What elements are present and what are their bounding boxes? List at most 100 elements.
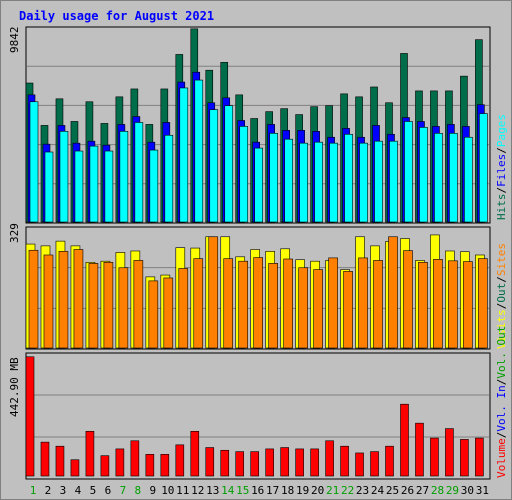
legend-separator: / <box>495 187 508 194</box>
bar-volume <box>85 430 95 477</box>
bar-volume <box>370 451 379 477</box>
bar-volume <box>295 448 304 477</box>
bar-sites <box>193 258 204 349</box>
x-tick-label: 10 <box>161 484 174 497</box>
bar-volume <box>250 451 259 477</box>
bars-volume <box>25 356 484 477</box>
bar-volume <box>280 447 289 477</box>
bar-volume <box>385 445 394 477</box>
y-tick-label-visits: 329 <box>8 223 21 243</box>
x-tick-label: 8 <box>135 484 142 497</box>
bar-volume <box>235 451 245 477</box>
x-tick-label: 4 <box>75 484 82 497</box>
bar-sites <box>148 280 159 349</box>
bar-pages <box>449 132 458 223</box>
bar-volume <box>415 422 424 477</box>
bar-pages <box>119 131 129 223</box>
bar-volume <box>160 454 170 477</box>
bar-pages <box>299 142 308 223</box>
x-tick-label: 16 <box>251 484 264 497</box>
bar-volume <box>265 448 274 477</box>
bar-sites <box>433 259 443 349</box>
bar-sites <box>208 236 219 349</box>
bar-pages <box>89 145 99 223</box>
legend-separator: / <box>495 379 508 386</box>
bar-volume <box>25 356 35 477</box>
x-tick-label: 15 <box>236 484 249 497</box>
bar-pages <box>419 127 428 223</box>
bar-volume <box>205 447 215 477</box>
legend-entry: Hits <box>495 194 508 221</box>
x-tick-label: 24 <box>371 484 385 497</box>
bar-sites <box>58 251 69 349</box>
legend-entry: Pages <box>495 114 508 147</box>
x-axis-day-labels: 1 2 3 4 5 6 7 8 9 10 11 12 13 14 15 16 17 18 19 20 21 22 23 24 2… <box>30 484 489 497</box>
y-tick-label-volume: 442.90 MB <box>8 357 21 417</box>
bar-pages <box>434 132 443 223</box>
x-tick-label: 5 <box>90 484 97 497</box>
x-tick-label: 13 <box>206 484 219 497</box>
bar-volume <box>400 403 409 477</box>
bar-volume <box>40 441 50 477</box>
x-tick-label: 30 <box>461 484 474 497</box>
bar-volume <box>475 437 484 477</box>
bar-sites <box>448 260 458 349</box>
x-tick-label: 19 <box>296 484 309 497</box>
legend-separator: / <box>495 276 508 283</box>
bar-sites <box>283 258 293 349</box>
bar-sites <box>28 249 39 349</box>
bar-pages <box>374 140 383 223</box>
legend-separator: / <box>495 432 508 439</box>
legend-text: Hits/Files/Pages <box>495 114 508 220</box>
bar-sites <box>253 257 263 349</box>
x-tick-label: 31 <box>476 484 489 497</box>
bar-sites <box>298 267 308 349</box>
x-tick-label: 17 <box>266 484 279 497</box>
bar-volume <box>100 455 110 477</box>
bar-pages <box>149 149 159 223</box>
x-tick-label: 12 <box>191 484 204 497</box>
bar-pages <box>314 141 323 223</box>
bar-pages <box>389 140 398 223</box>
bar-volume <box>445 428 454 477</box>
bar-volume <box>430 437 439 477</box>
bar-volume <box>130 440 140 477</box>
bar-sites <box>73 249 84 349</box>
bar-volume <box>190 430 200 477</box>
bar-sites <box>358 257 368 349</box>
x-tick-label: 14 <box>221 484 235 497</box>
legend-separator: / <box>495 303 508 310</box>
bar-sites <box>403 250 413 349</box>
bar-pages <box>179 87 189 223</box>
bar-pages <box>404 121 413 223</box>
legend-text: Volume/Vol. In/Vol. Out <box>495 326 508 478</box>
bar-volume <box>325 440 334 477</box>
bar-sites <box>478 258 488 349</box>
bar-volume <box>310 448 319 477</box>
legend-entry: Visits <box>495 309 508 349</box>
legend-entry: Sites <box>495 243 508 276</box>
bar-pages <box>134 122 144 223</box>
bar-sites <box>178 268 189 349</box>
bar-pages <box>479 113 488 223</box>
bar-sites <box>163 277 174 349</box>
bar-pages <box>269 132 278 223</box>
legend-separator: / <box>495 147 508 154</box>
bar-sites <box>223 258 234 349</box>
legend-entry: Vol. Out <box>495 326 508 379</box>
x-tick-label: 22 <box>341 484 354 497</box>
bar-pages <box>254 147 263 223</box>
legend-entry: Vol. In <box>495 385 508 431</box>
bar-sites <box>133 260 144 349</box>
bar-sites <box>43 254 54 349</box>
bar-volume <box>70 459 80 477</box>
bar-volume <box>220 449 230 477</box>
x-tick-label: 29 <box>446 484 459 497</box>
bar-sites <box>268 263 278 349</box>
x-tick-label: 21 <box>326 484 339 497</box>
x-tick-label: 2 <box>45 484 52 497</box>
x-tick-label: 9 <box>150 484 157 497</box>
bar-pages <box>464 136 473 223</box>
